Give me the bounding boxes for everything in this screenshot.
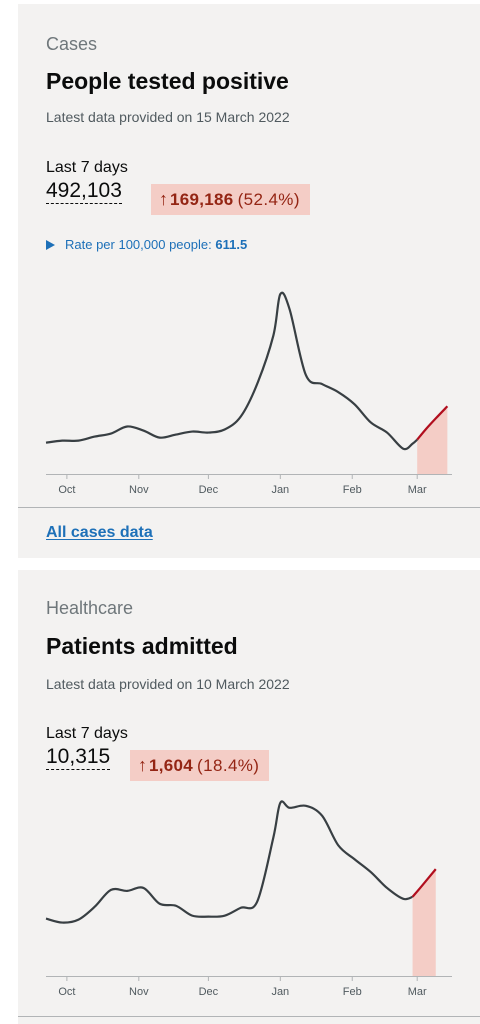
x-tick-label: Oct	[58, 484, 75, 496]
healthcare-card: Healthcare Patients admitted Latest data…	[18, 570, 480, 1024]
rate-toggle[interactable]: Rate per 100,000 people: 611.5	[46, 237, 247, 252]
x-tick-label: Nov	[129, 484, 149, 496]
last-updated: Latest data provided on 10 March 2022	[46, 676, 290, 692]
recent-series-line	[416, 405, 449, 441]
arrow-up-icon: ↑	[159, 189, 168, 209]
healthcare-chart: Oct Nov Dec Jan Feb Mar	[45, 800, 452, 998]
x-tick-label: Feb	[343, 986, 362, 998]
x-tick-label: Dec	[199, 484, 219, 496]
card-title: Patients admitted	[46, 633, 238, 659]
card-caption: Cases	[46, 34, 98, 54]
x-tick-label: Nov	[129, 986, 149, 998]
series-line	[45, 800, 413, 924]
period-label: Last 7 days	[46, 159, 128, 176]
period-label: Last 7 days	[46, 725, 128, 742]
all-cases-data-link[interactable]: All cases data	[46, 524, 153, 541]
change-percent: (52.4%)	[237, 190, 300, 209]
x-tick-label: Feb	[343, 484, 362, 496]
x-tick-label: Jan	[271, 986, 289, 998]
change-amount: 169,186	[170, 190, 234, 209]
x-tick-label: Oct	[58, 986, 75, 998]
change-badge: ↑ 1,604 (18.4%)	[130, 750, 270, 781]
change-percent: (18.4%)	[197, 756, 260, 775]
recent-series-line	[411, 868, 437, 898]
card-title: People tested positive	[46, 68, 289, 94]
recent-period-area	[417, 406, 448, 474]
x-tick-label: Jan	[271, 484, 289, 496]
series-line	[45, 291, 418, 451]
metric-value: 10,315	[46, 745, 111, 770]
rate-label: Rate per 100,000 people:	[65, 237, 212, 252]
recent-period-area	[412, 869, 436, 976]
change-amount: 1,604	[149, 756, 194, 775]
rate-value: 611.5	[215, 237, 248, 252]
last-updated: Latest data provided on 15 March 2022	[46, 109, 290, 125]
divider	[18, 1016, 480, 1017]
x-tick-label: Mar	[408, 986, 427, 998]
x-tick-label: Mar	[408, 484, 427, 496]
cases-card: Cases People tested positive Latest data…	[18, 4, 480, 558]
triangle-right-icon	[46, 240, 55, 250]
metric-value: 492,103	[46, 179, 122, 204]
arrow-up-icon: ↑	[138, 755, 147, 775]
cases-chart: Oct Nov Dec Jan Feb Mar	[45, 291, 452, 496]
card-caption: Healthcare	[46, 598, 134, 618]
change-badge: ↑ 169,186 (52.4%)	[151, 184, 310, 215]
x-tick-label: Dec	[199, 986, 219, 998]
divider	[18, 507, 480, 508]
